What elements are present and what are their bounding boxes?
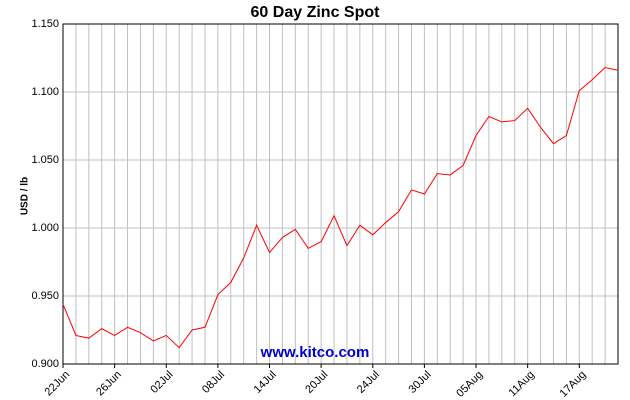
- watermark: www.kitco.com: [260, 344, 370, 361]
- y-tick-label: 1.100: [31, 86, 59, 98]
- y-tick-label: 1.050: [31, 154, 59, 166]
- y-tick-label: 1.000: [31, 222, 59, 234]
- plot-area: [62, 23, 619, 365]
- y-tick-label: 0.900: [31, 358, 59, 370]
- plot-border: [62, 23, 619, 365]
- data-line: [62, 66, 619, 349]
- y-axis-label: USD / lb: [20, 177, 31, 215]
- chart-title: 60 Day Zinc Spot: [251, 4, 381, 21]
- y-tick-label: 0.950: [31, 290, 59, 302]
- y-tick-label: 1.150: [31, 18, 59, 30]
